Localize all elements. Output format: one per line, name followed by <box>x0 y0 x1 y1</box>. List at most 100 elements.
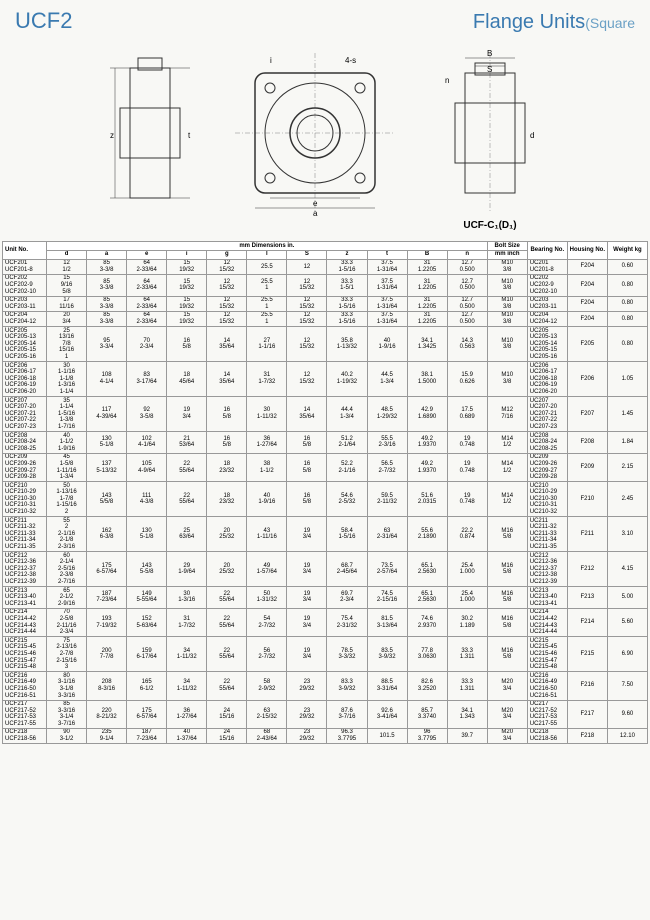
cell-dim: 193/4 <box>167 397 207 432</box>
th-bolt-sub: mm inch <box>487 250 527 259</box>
cell-dim: 1215/32 <box>287 311 327 326</box>
cell-dim: 33.31-5/1 <box>327 274 367 296</box>
cell-dim: 2025/32 <box>207 552 247 587</box>
cell-dim: 2088-3/16 <box>87 672 127 700</box>
th-dim: d <box>47 250 87 259</box>
cell-dim: 1215/32 <box>287 274 327 296</box>
svg-text:t: t <box>188 131 191 140</box>
cell-dim: 752-13/162-7/82-15/163 <box>47 637 87 672</box>
cell-dim: 1024-1/64 <box>127 432 167 454</box>
cell-dim: 49.21.9370 <box>407 453 447 481</box>
cell-unit: UCF207UCF207-20UCF207-21UCF207-22UCF207-… <box>3 397 47 432</box>
cell-bearing: UC216UC216-49UC216-50UC216-51 <box>527 672 567 700</box>
cell-dim: 12.70.500 <box>447 259 487 274</box>
th-dim: l <box>247 250 287 259</box>
cell-weight: 12.10 <box>607 728 647 743</box>
cell-bearing: UC205UC205-13UC205-14UC205-15UC205-16 <box>527 327 567 362</box>
cell-dim: 271-1/16 <box>247 327 287 362</box>
cell-unit: UCF205UCF205-13UCF205-14UCF205-15UCF205-… <box>3 327 47 362</box>
cell-bearing: UC209UC209-26UC209-27UC209-28 <box>527 453 567 481</box>
cell-unit: UCF213UCF213-40UCF213-41 <box>3 587 47 609</box>
cell-dim: 193/4 <box>287 637 327 672</box>
cell-unit: UCF203UCF203-11 <box>3 296 47 311</box>
cell-unit: UCF211UCF211-32UCF211-33UCF211-34UCF211-… <box>3 517 47 552</box>
cell-housing: F204 <box>567 274 607 296</box>
cell-dim: 40.21-19/32 <box>327 362 367 397</box>
cell-dim: 311.2205 <box>407 274 447 296</box>
cell-dim: 1596-17/64 <box>127 637 167 672</box>
cell-dim: 853-3/8 <box>87 259 127 274</box>
cell-unit: UCF208UCF208-24UCF208-25 <box>3 432 47 454</box>
table-row: UCF215UCF215-45UCF215-46UCF215-47UCF215-… <box>3 637 648 672</box>
cell-dim: 632-15/32 <box>247 700 287 728</box>
table-row: UCF214UCF214-42UCF214-43UCF214-44702-5/8… <box>3 608 648 636</box>
cell-unit: UCF210UCF210-29UCF210-30UCF210-31UCF210-… <box>3 482 47 517</box>
cell-dim: 1845/64 <box>167 362 207 397</box>
cell-dim: 953-3/4 <box>87 327 127 362</box>
th-dim: a <box>87 250 127 259</box>
cell-weight: 0.80 <box>607 274 647 296</box>
cell-dim: 853-3/163-1/43-7/16 <box>47 700 87 728</box>
cell-dim: 2255/64 <box>207 608 247 636</box>
cell-weight: 5.00 <box>607 587 647 609</box>
cell-dim: 56.52-7/32 <box>367 453 407 481</box>
cell-housing: F218 <box>567 728 607 743</box>
cell-dim: 401-37/64 <box>167 728 207 743</box>
cell-dim: 74.52-15/16 <box>367 587 407 609</box>
table-row: UCF205UCF205-13UCF205-14UCF205-15UCF205-… <box>3 327 648 362</box>
cell-dim: 301-11/32 <box>247 397 287 432</box>
table-row: UCF212UCF212-36UCF212-37UCF212-38UCF212-… <box>3 552 648 587</box>
cell-dim: 682-43/64 <box>247 728 287 743</box>
cell-dim: 25.41.000 <box>447 587 487 609</box>
cell-housing: F210 <box>567 482 607 517</box>
svg-text:e: e <box>313 199 318 208</box>
cell-dim: 1375-13/32 <box>87 453 127 481</box>
cell-dim: 2359-1/4 <box>87 728 127 743</box>
svg-text:a: a <box>313 209 318 218</box>
th-dim: z <box>327 250 367 259</box>
cell-bearing: UC215UC215-45UC215-46UC215-47UC215-48 <box>527 637 567 672</box>
cell-dim: 96.33.7795 <box>327 728 367 743</box>
cell-dim: 193/4 <box>287 517 327 552</box>
cell-dim: 44.51-3/4 <box>367 362 407 397</box>
cell-dim: 54.62-5/32 <box>327 482 367 517</box>
cell-bolt: M203/4 <box>487 700 527 728</box>
cell-dim: 833-17/64 <box>127 362 167 397</box>
cell-bolt: M165/8 <box>487 608 527 636</box>
cell-dim: 491-57/64 <box>247 552 287 587</box>
cell-dim: 68.72-45/64 <box>327 552 367 587</box>
table-row: UCF201UCF201-8121/2853-3/8642-33/641519/… <box>3 259 648 274</box>
cell-dim: 33.31-5/16 <box>327 311 367 326</box>
table-row: UCF204UCF204-12203/4853-3/8642-33/641519… <box>3 311 648 326</box>
cell-dim: 1174-39/64 <box>87 397 127 432</box>
cell-housing: F208 <box>567 432 607 454</box>
cell-dim: 2255/64 <box>167 453 207 481</box>
cell-unit: UCF212UCF212-36UCF212-37UCF212-38UCF212-… <box>3 552 47 587</box>
cell-housing: F217 <box>567 700 607 728</box>
cell-dim: 193/4 <box>287 587 327 609</box>
cell-dim: 12.70.500 <box>447 311 487 326</box>
cell-dim: 38.11.5000 <box>407 362 447 397</box>
cell-dim: 52.22-1/16 <box>327 453 367 481</box>
cell-weight: 7.50 <box>607 672 647 700</box>
cell-bolt: M103/8 <box>487 274 527 296</box>
cell-dim: 37.51-31/64 <box>367 311 407 326</box>
cell-dim: 2329/32 <box>287 672 327 700</box>
cell-dim: 165/8 <box>167 327 207 362</box>
cell-dim: 33.31-5/16 <box>327 296 367 311</box>
cell-dim: 361-27/64 <box>247 432 287 454</box>
cell-dim: 14.30.563 <box>447 327 487 362</box>
cell-bearing: UC211UC211-32UC211-33UC211-34UC211-35 <box>527 517 567 552</box>
diagram-section: B S d n UCF-C₁(D₁) <box>430 48 550 231</box>
cell-dim: 401-1/21-9/16 <box>47 432 87 454</box>
cell-dim: 1626-3/8 <box>87 517 127 552</box>
cell-dim: 39.7 <box>447 728 487 743</box>
cell-dim: 1084-1/4 <box>87 362 127 397</box>
table-row: UCF209UCF209-26UCF209-27UCF209-28451-5/8… <box>3 453 648 481</box>
cell-dim: 87.63-7/16 <box>327 700 367 728</box>
cell-dim: 1823/32 <box>207 453 247 481</box>
cell-dim: 81.53-13/64 <box>367 608 407 636</box>
cell-dim: 83.33-9/32 <box>327 672 367 700</box>
cell-bolt: M165/8 <box>487 552 527 587</box>
cell-bearing: UC202UC202-9UC202-10 <box>527 274 567 296</box>
